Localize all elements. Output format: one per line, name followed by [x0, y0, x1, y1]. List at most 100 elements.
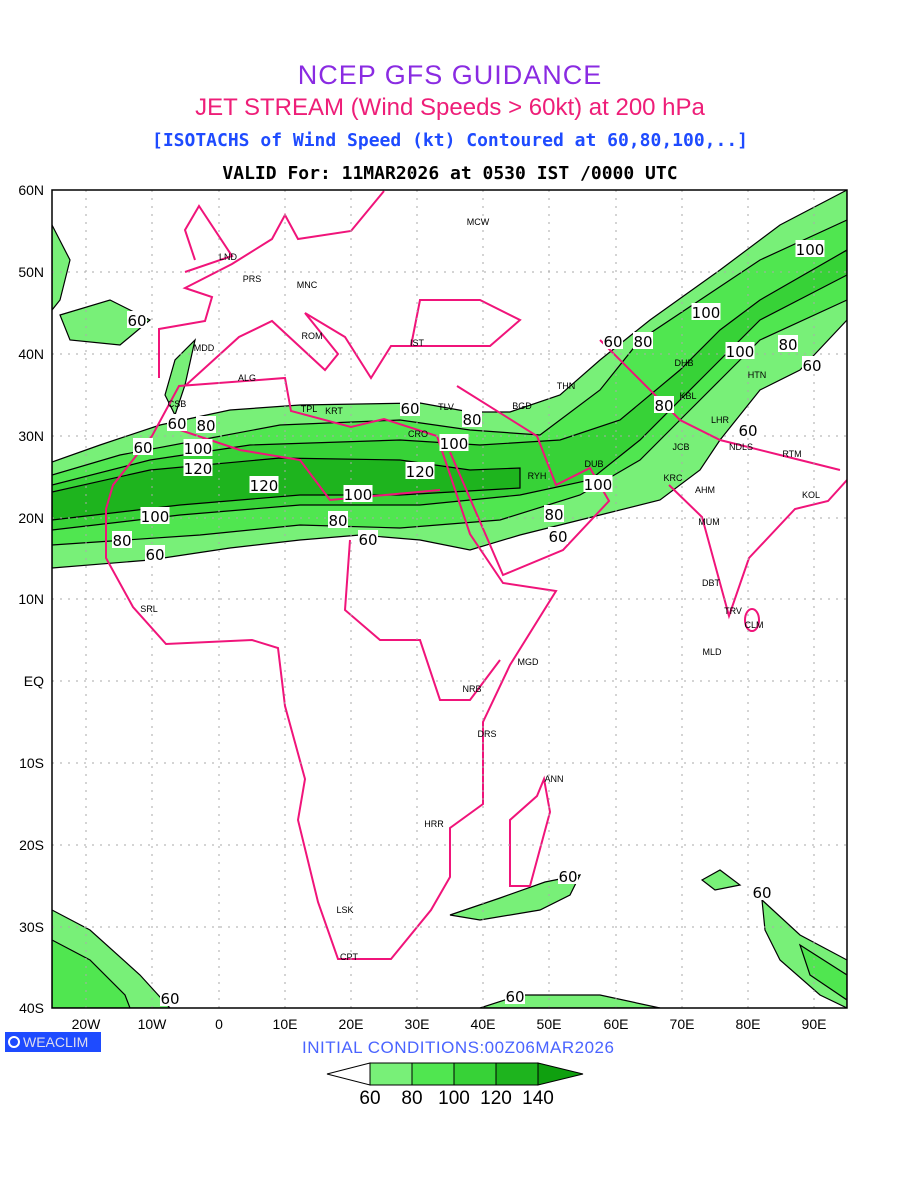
contour-label-bg	[127, 311, 147, 328]
contour-label-bg	[196, 416, 216, 433]
lon-tick-label: 60E	[604, 1016, 629, 1032]
city-label: NDLS	[729, 442, 753, 452]
contour-label-bg	[405, 462, 435, 479]
lat-tick-label: 60N	[18, 182, 44, 198]
contour-label: 60	[167, 415, 186, 433]
city-label: SRL	[140, 604, 158, 614]
city-label: CSB	[168, 399, 187, 409]
colorbar-label: 120	[480, 1088, 512, 1109]
contour-label-bg	[400, 399, 420, 416]
city-label: LND	[219, 252, 238, 262]
contour-label-bg	[183, 459, 213, 476]
colorbar-80-100	[411, 1062, 455, 1086]
isotach-fill	[52, 190, 847, 1008]
europe-outline	[158, 190, 385, 378]
contour-label: 80	[778, 336, 797, 354]
city-label: RTM	[782, 449, 801, 459]
city-label: MLD	[702, 647, 722, 657]
contour-label-bg	[725, 342, 755, 359]
isotach-patch	[449, 874, 582, 921]
contour-label-bg	[167, 414, 187, 431]
contour-label-bg	[633, 332, 653, 349]
africa-outline	[105, 376, 558, 960]
lat-tick-label: 20S	[19, 837, 44, 853]
contour-label: 100	[584, 476, 613, 494]
lat-tick-label: 20N	[18, 510, 44, 526]
lat-tick-label: 10S	[19, 755, 44, 771]
contour-label: 60	[802, 357, 821, 375]
colorbar-above-140	[537, 1062, 584, 1086]
weaclim-logo[interactable]: WEACLIM	[5, 1032, 101, 1052]
contour-label: 80	[196, 417, 215, 435]
contour-label-bg	[145, 545, 165, 562]
contour-label-bg	[133, 438, 153, 455]
lon-tick-label: 10E	[273, 1016, 298, 1032]
title-line-2: JET STREAM (Wind Speeds > 60kt) at 200 h…	[195, 94, 705, 121]
logo-ring-icon	[8, 1036, 20, 1048]
contour-label: 100	[440, 435, 469, 453]
city-label: KBL	[679, 391, 696, 401]
isotach-patch	[52, 224, 71, 311]
city-label: ROM	[302, 331, 323, 341]
sri-lanka-outline	[744, 608, 760, 632]
lat-tick-label: 30N	[18, 428, 44, 444]
contour-label-bg	[802, 356, 822, 373]
title-line-1: NCEP GFS GUIDANCE	[297, 60, 603, 90]
contour-label: 100	[692, 304, 721, 322]
contour-label: 60	[505, 988, 524, 1006]
contour-label-bg	[439, 434, 469, 451]
contour-label: 60	[145, 546, 164, 564]
contour-label-bg	[183, 439, 213, 456]
contour-label: 100	[184, 440, 213, 458]
contour-label-bg	[583, 475, 613, 492]
city-label: LHR	[711, 415, 730, 425]
contour-label: 60	[752, 884, 771, 902]
city-label: MUM	[698, 517, 720, 527]
colorbar	[326, 1062, 584, 1086]
city-label: CLM	[744, 620, 763, 630]
contour-label-bg	[548, 527, 568, 544]
contour-label: 100	[796, 241, 825, 259]
contour-label: 80	[544, 506, 563, 524]
isotach-patch	[700, 869, 742, 891]
lon-tick-label: 20E	[339, 1016, 364, 1032]
city-label: DUB	[584, 459, 603, 469]
lat-tick-label: 40N	[18, 346, 44, 362]
city-label: KRC	[663, 473, 683, 483]
lat-tick-label: 50N	[18, 264, 44, 280]
contour-label: 80	[462, 411, 481, 429]
coastlines	[105, 190, 847, 960]
contour-label: 60	[133, 439, 152, 457]
contour-label-bg	[505, 987, 525, 1004]
colorbar-label: 60	[359, 1088, 381, 1109]
madagascar-outline	[509, 775, 552, 887]
initial-conditions: INITIAL CONDITIONS:00Z06MAR2026	[302, 1038, 615, 1057]
contour-label-bg	[140, 507, 170, 524]
contour-label: 60	[358, 531, 377, 549]
colorbar-label: 140	[522, 1088, 554, 1109]
city-label: MNC	[297, 280, 318, 290]
city-label: MDD	[194, 343, 215, 353]
lon-tick-label: 80E	[736, 1016, 761, 1032]
contour-label: 100	[726, 343, 755, 361]
contour-label: 100	[344, 486, 373, 504]
city-label: PRS	[243, 274, 262, 284]
lat-tick-label: 40S	[19, 1000, 44, 1016]
city-label: HTN	[748, 370, 767, 380]
city-label: TPL	[301, 404, 318, 414]
contour-label-bg	[343, 485, 373, 502]
lon-tick-label: 0	[215, 1016, 223, 1032]
contour-label-bg	[752, 883, 772, 900]
contour-label: 80	[112, 532, 131, 550]
contour-label: 60	[400, 400, 419, 418]
contour-label-bg	[778, 335, 798, 352]
colorbar-120-140	[495, 1062, 539, 1086]
valid-time: VALID For: 11MAR2026 at 0530 IST /0000 U…	[222, 163, 678, 184]
contour-label-bg	[112, 531, 132, 548]
colorbar-label: 100	[438, 1088, 470, 1109]
contour-label: 60	[548, 528, 567, 546]
contour-label: 60	[127, 312, 146, 330]
india-outline	[668, 479, 847, 620]
contour-label: 100	[141, 508, 170, 526]
